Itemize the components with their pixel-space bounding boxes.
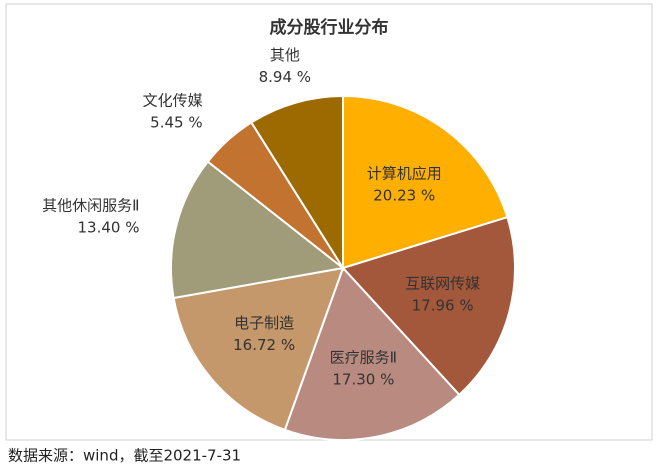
slice-label: 电子制造 [234,314,294,332]
slice-value-label: 20.23 % [373,186,435,204]
chart-title: 成分股行业分布 [270,17,389,38]
slice-label: 文化传媒 [143,92,203,110]
pie-slice [250,94,344,272]
slice-value-label: 17.96 % [412,296,474,314]
pie-slice [170,160,346,300]
slice-value-label: 17.30 % [332,371,394,389]
slice-label: 其他 [270,46,300,64]
slice-label: 其他休闲服务Ⅱ [42,196,139,214]
slice-label: 计算机应用 [367,164,442,182]
slice-label: 医疗服务Ⅱ [330,349,397,367]
slice-label: 互联网传媒 [405,274,480,292]
slice-value-label: 8.94 % [259,68,311,86]
pie-slice [341,215,516,397]
pie-slice [172,266,345,432]
source-note: 数据来源：wind，截至2021-7-31 [8,447,241,465]
slice-value-label: 16.72 % [233,336,295,354]
slice-value-label: 5.45 % [150,114,202,132]
pie-slice [342,94,509,270]
slice-value-label: 13.40 % [77,218,139,236]
